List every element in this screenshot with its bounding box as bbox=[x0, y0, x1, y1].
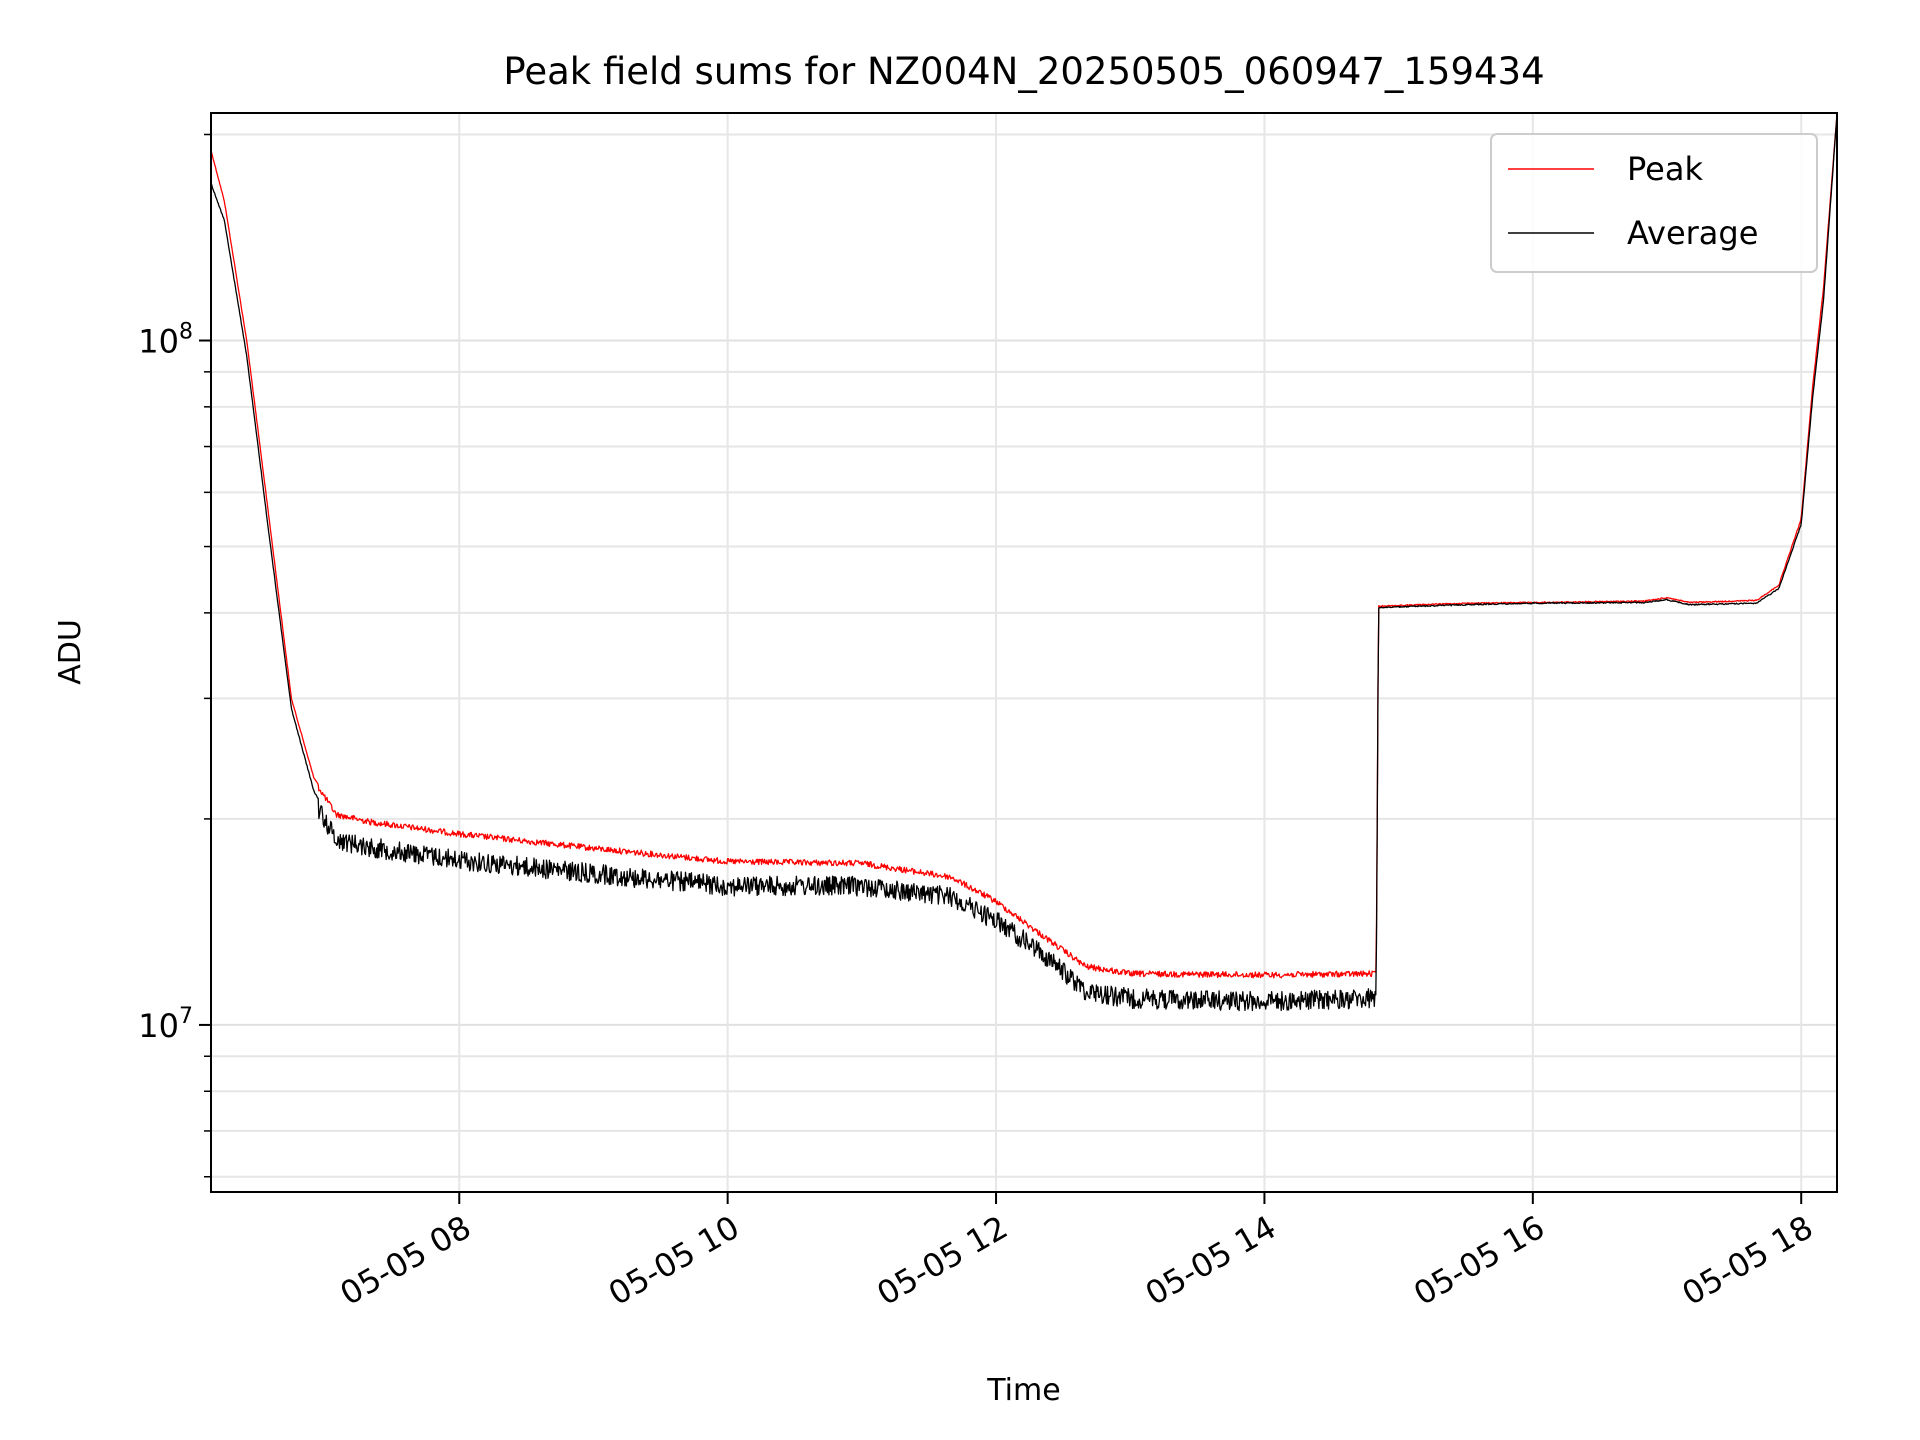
chart-title: Peak field sums for NZ004N_20250505_0609… bbox=[503, 50, 1544, 93]
plot-area-background bbox=[211, 113, 1837, 1192]
legend-label-peak: Peak bbox=[1627, 150, 1703, 188]
legend-label-average: Average bbox=[1627, 214, 1758, 252]
series-line-average bbox=[211, 113, 1837, 1012]
series-line-peak bbox=[211, 114, 1837, 979]
series-layer bbox=[211, 113, 1837, 1012]
grid bbox=[211, 113, 1837, 1192]
y-tick-label: 107 bbox=[138, 1004, 193, 1045]
x-axis-label: Time bbox=[986, 1373, 1060, 1408]
plot-frame bbox=[210, 112, 1838, 1193]
y-axis-label: ADU bbox=[53, 619, 88, 685]
y-tick-label: 108 bbox=[138, 320, 193, 361]
legend: Peak Average bbox=[1490, 133, 1818, 273]
